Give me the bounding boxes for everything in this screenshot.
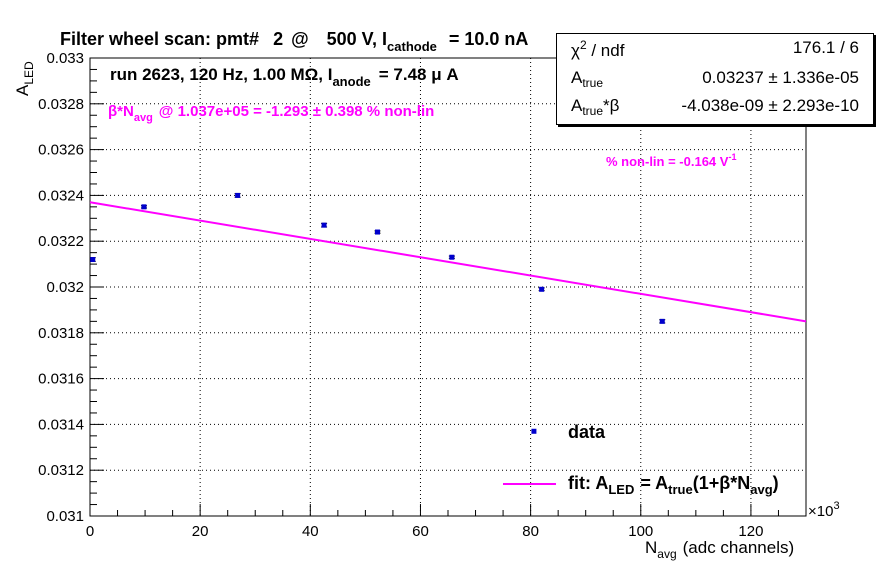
- stats-box: χ2 / ndf 176.1 / 6 Atrue 0.03237 ± 1.336…: [556, 33, 874, 125]
- stats-row-atrue: Atrue 0.03237 ± 1.336e-05: [557, 66, 873, 94]
- grid: [89, 57, 806, 517]
- legend-data-label: data: [568, 422, 606, 442]
- x-tick-label: 60: [412, 523, 429, 540]
- legend-data-marker: [531, 428, 537, 434]
- x-tick-label: 20: [192, 523, 209, 540]
- stats-atrue-name: Atrue: [571, 68, 604, 90]
- x-tick-label: 0: [86, 523, 94, 540]
- nonlin-annotation: β*Navg @ 1.037e+05 = -1.293 ± 0.398 % non…: [108, 103, 434, 124]
- y-tick-label: 0.0324: [38, 187, 84, 204]
- x-tick-label: 40: [302, 523, 319, 540]
- chart-title: Filter wheel scan: pmt# 2 @500 V, Icathode…: [60, 29, 528, 54]
- x-tick-label: 100: [628, 523, 653, 540]
- data-point: [539, 286, 545, 292]
- stats-row-chi2: χ2 / ndf 176.1 / 6: [557, 36, 873, 64]
- y-tick-label: 0.032: [46, 279, 84, 296]
- x-tick-labels: 0 20 40 60 80 100 120: [86, 523, 764, 540]
- legend-fit-label: fit: ALED = Atrue(1+β*Navg): [568, 473, 779, 497]
- ticks: [89, 57, 807, 517]
- y-tick-label: 0.0322: [38, 233, 84, 250]
- y-tick-label: 0.0318: [38, 325, 84, 342]
- x-multiplier: ×103: [808, 500, 840, 520]
- data-point: [321, 222, 327, 228]
- x-tick-label: 120: [738, 523, 763, 540]
- y-tick-label: 0.033: [46, 50, 84, 67]
- y-tick-label: 0.0328: [38, 96, 84, 113]
- data-point: [449, 254, 455, 260]
- stats-chi2-value: 176.1 / 6: [792, 38, 859, 57]
- x-tick-label: 80: [522, 523, 539, 540]
- data-point: [375, 229, 381, 235]
- data-point: [659, 318, 665, 324]
- data-point: [235, 192, 241, 198]
- stats-atb-value: -4.038e-09 ± 2.293e-10: [681, 96, 859, 115]
- y-tick-label: 0.0314: [38, 416, 84, 433]
- y-tick-label: 0.0316: [38, 371, 84, 388]
- legend: data fit: ALED = Atrue(1+β*Navg): [503, 422, 779, 497]
- stats-row-atrue-beta: Atrue*β -4.038e-09 ± 2.293e-10: [557, 94, 873, 122]
- stats-atrue-value: 0.03237 ± 1.336e-05: [702, 68, 859, 87]
- run-info: run 2623, 120 Hz, 1.00 MΩ, Ianode = 7.48 …: [110, 65, 459, 89]
- fit-series: [89, 201, 807, 323]
- y-tick-label: 0.0312: [38, 462, 84, 479]
- x-axis-label: Navg (adc channels): [645, 538, 794, 561]
- stats-chi2-name: χ2 / ndf: [571, 38, 625, 60]
- stats-atb-name: Atrue*β: [571, 96, 620, 118]
- data-point: [141, 204, 147, 210]
- y-axis-label: ALED: [13, 61, 36, 96]
- y-tick-label: 0.0326: [38, 142, 84, 159]
- fit-line: [89, 201, 807, 323]
- y-tick-labels: 0.031 0.0312 0.0314 0.0316 0.0318 0.032 0.0322…: [38, 50, 84, 525]
- data-series: [89, 192, 666, 324]
- y-tick-label: 0.031: [46, 508, 84, 525]
- data-point: [90, 257, 96, 263]
- slope-annotation: % non-lin = -0.164 V-1: [606, 152, 736, 169]
